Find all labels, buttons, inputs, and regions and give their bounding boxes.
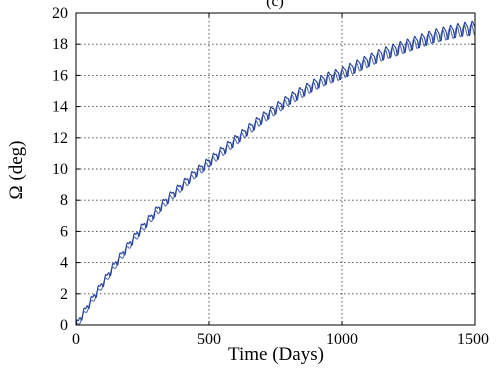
y-tick-label: 14 — [52, 99, 68, 116]
plot-frame — [75, 12, 476, 326]
grid — [76, 13, 475, 325]
y-tick-label: 2 — [60, 286, 68, 303]
y-tick-label: 0 — [60, 317, 68, 334]
y-tick-label: 8 — [60, 192, 68, 209]
chart-title: (c) — [266, 0, 284, 10]
y-axis-label: Ω (deg) — [6, 141, 27, 200]
x-axis-label: Time (Days) — [228, 344, 324, 365]
y-tick-label: 12 — [52, 130, 68, 147]
series-group — [75, 20, 476, 326]
x-tick-label: 1000 — [326, 331, 358, 348]
ticks — [75, 12, 476, 326]
y-tick-label: 18 — [52, 36, 68, 53]
tick-labels: 0 2 4 6 8 10 12 14 16 18 20 0 500 1000 1500 — [52, 5, 489, 348]
y-tick-label: 20 — [52, 5, 68, 22]
series-line-secondary — [75, 23, 476, 326]
series-line — [75, 20, 476, 326]
x-tick-label: 500 — [197, 331, 221, 348]
x-tick-label: 1500 — [457, 331, 489, 348]
y-tick-label: 10 — [52, 161, 68, 178]
y-tick-label: 6 — [60, 223, 68, 240]
y-tick-label: 16 — [52, 67, 68, 84]
y-tick-label: 4 — [60, 255, 68, 272]
x-tick-label: 0 — [72, 331, 80, 348]
